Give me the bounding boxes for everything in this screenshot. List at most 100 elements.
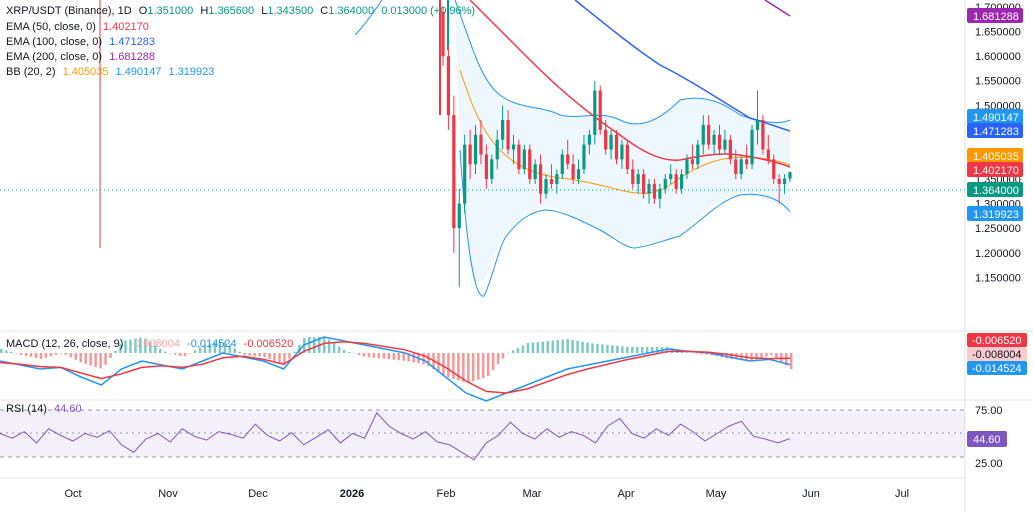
bb-lower-value: 1.319923 — [168, 66, 215, 78]
candle-body — [772, 159, 776, 180]
macd-hist-bar — [596, 343, 599, 353]
macd-hist-bar — [64, 353, 68, 355]
macd-hist-bar — [457, 353, 460, 381]
macd-hist-bar — [770, 353, 773, 356]
candle-body — [446, 56, 451, 116]
macd-hist-bar — [99, 353, 102, 369]
candle-body — [679, 174, 684, 189]
price-axis[interactable]: 1.7000001.6500001.6000001.5500001.500000… — [975, 2, 1021, 284]
macd-badges: -0.006520 -0.008004 -0.014524 — [967, 333, 1027, 375]
macd-hist-bar — [626, 346, 629, 353]
time-tick-label: Jun — [802, 488, 820, 500]
macd-hist-bar — [442, 353, 445, 375]
macd-hist-bar — [705, 353, 709, 355]
bb-fill — [355, 0, 790, 283]
time-axis[interactable]: Oct Nov Dec 2026 Feb Mar Apr May Jun Jul — [64, 488, 909, 500]
macd-hist-bar — [750, 353, 753, 361]
macd-hist-bar — [69, 353, 73, 358]
macd-hist-bar — [462, 353, 465, 382]
macd-hist-bar — [377, 353, 381, 359]
macd-hist-bar — [581, 341, 584, 353]
candle-body — [707, 124, 711, 145]
rsi-value: 44.60 — [54, 403, 82, 415]
macd-hist-bar — [154, 345, 157, 353]
macd-hist-bar — [635, 347, 639, 353]
macd-badge-text: -0.008004 — [972, 349, 1022, 361]
price-badge — [967, 148, 1023, 163]
macd-hist-bar — [506, 352, 510, 354]
macd-hist-bar — [427, 353, 430, 367]
ema-200-line — [764, 0, 791, 17]
bb-legend[interactable]: BB (20, 2) 1.405035 1.490147 1.319923 — [6, 65, 218, 80]
candle-body — [712, 134, 716, 145]
time-tick-label: Mar — [523, 488, 542, 500]
macd-hist-bar — [308, 337, 311, 353]
macd-hist-bar — [730, 353, 733, 360]
macd-macd-value: -0.014524 — [187, 338, 237, 350]
candle-body — [549, 179, 554, 184]
macd-hist-bar — [104, 353, 107, 365]
macd-hist-bar — [139, 337, 142, 353]
candle-body — [571, 164, 575, 180]
macd-hist-bar — [173, 353, 177, 355]
candle-body — [788, 172, 792, 179]
rsi-label: RSI (14) — [6, 403, 47, 415]
macd-hist-bar — [650, 347, 654, 353]
candle-body — [717, 134, 722, 150]
macd-hist-bar — [74, 353, 78, 360]
macd-hist-bar — [158, 348, 162, 353]
macd-hist-bar — [144, 338, 147, 353]
macd-hist-bar — [24, 353, 28, 356]
macd-hist-bar — [611, 345, 614, 353]
symbol-title[interactable]: XRP/USDT (Binance), 1D — [6, 5, 132, 17]
macd-hist-bar — [536, 342, 540, 353]
macd-hist-bar — [556, 340, 559, 353]
macd-hist-bar — [278, 353, 281, 363]
macd-hist-bar — [422, 353, 425, 365]
time-tick-label: Dec — [248, 488, 268, 500]
candle-body — [663, 179, 667, 189]
candle-body — [636, 174, 640, 184]
candle-body — [582, 144, 586, 170]
symbol-legend[interactable]: XRP/USDT (Binance), 1D O1.351000 H1.3656… — [6, 4, 479, 19]
candle-body — [755, 120, 760, 130]
macd-hist-bar — [84, 353, 87, 365]
macd-hist-bar — [129, 339, 132, 353]
macd-hist-bar — [760, 353, 763, 358]
macd-hist-bar — [109, 353, 112, 358]
macd-hist-bar — [163, 351, 167, 353]
macd-hist-bar — [263, 353, 266, 357]
ema-200-legend[interactable]: EMA (200, close, 0) 1.681288 — [6, 50, 159, 65]
macd-hist-bar — [168, 353, 172, 354]
macd-legend[interactable]: MACD (12, 26, close, 9) -0.008004 -0.014… — [6, 337, 297, 352]
macd-badge-text: -0.014524 — [972, 363, 1022, 375]
ema-100-legend[interactable]: EMA (100, close, 0) 1.471283 — [6, 35, 159, 50]
macd-hist-bar — [79, 353, 82, 363]
macd-hist-bar — [238, 351, 241, 353]
macd-hist-bar — [258, 353, 261, 357]
macd-hist-bar — [591, 343, 594, 353]
candle-body — [468, 144, 472, 165]
price-badge-text: 1.490147 — [973, 112, 1019, 124]
rsi-legend[interactable]: RSI (14) 44.60 — [6, 402, 86, 417]
macd-hist-bar — [402, 353, 405, 361]
ema-50-legend[interactable]: EMA (50, close, 0) 1.402170 — [6, 20, 153, 35]
macd-hist-bar — [342, 349, 346, 353]
rsi-line — [0, 411, 791, 461]
macd-hist-bar — [452, 353, 455, 379]
candle-body — [533, 164, 537, 180]
ema-50-value: 1.402170 — [102, 21, 149, 33]
macd-hist-bar — [576, 340, 579, 353]
macd-hist-bar — [178, 353, 182, 356]
price-badge-text: 1.402170 — [973, 165, 1019, 177]
candle-body — [457, 203, 461, 229]
macd-hist-bar — [327, 339, 331, 353]
macd-hist-bar — [670, 347, 674, 353]
macd-hist-bar — [243, 353, 246, 356]
macd-hist-bar — [347, 352, 351, 353]
macd-hist-bar — [631, 347, 634, 353]
macd-hist-bar — [34, 353, 38, 358]
price-badge — [967, 162, 1023, 177]
macd-hist-bar — [89, 353, 92, 366]
